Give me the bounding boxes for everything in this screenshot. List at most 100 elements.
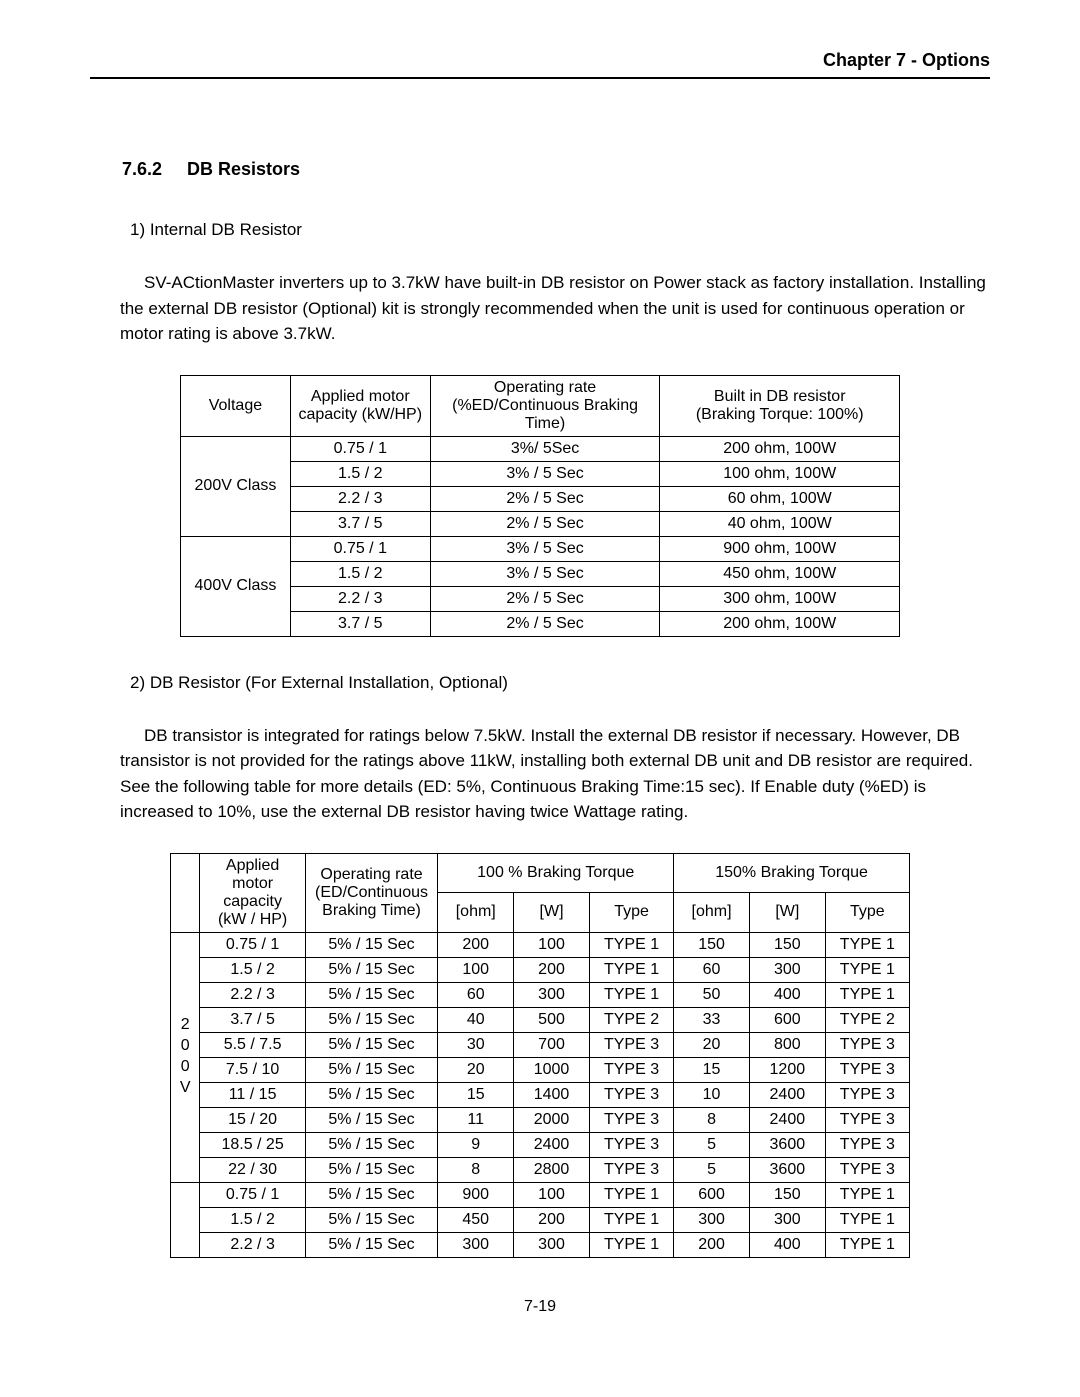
table-row: 1.5 / 25% / 15 Sec450200TYPE 1300300TYPE… xyxy=(171,1207,910,1232)
table-cell: TYPE 3 xyxy=(589,1032,673,1057)
table-cell: 5% / 15 Sec xyxy=(305,957,438,982)
table-cell: TYPE 2 xyxy=(825,1007,909,1032)
table-cell: 8 xyxy=(438,1157,514,1182)
table-cell: 3.7 / 5 xyxy=(290,511,430,536)
table-cell: 0.75 / 1 xyxy=(200,932,305,957)
table-cell: 3600 xyxy=(749,1157,825,1182)
table-header-cell: [ohm] xyxy=(674,893,750,933)
table-cell: 100 xyxy=(514,932,590,957)
paragraph-1: SV-ACtionMaster inverters up to 3.7kW ha… xyxy=(120,270,990,347)
table-cell: 200 xyxy=(514,957,590,982)
internal-db-resistor-table: VoltageApplied motorcapacity (kW/HP)Oper… xyxy=(180,375,900,637)
table-cell: 300 xyxy=(749,1207,825,1232)
table-cell: 5% / 15 Sec xyxy=(305,932,438,957)
table-cell: 5% / 15 Sec xyxy=(305,982,438,1007)
table-row: 200V Class0.75 / 13%/ 5Sec200 ohm, 100W xyxy=(181,436,900,461)
table-cell: 60 xyxy=(438,982,514,1007)
table-cell: TYPE 1 xyxy=(825,932,909,957)
table-header-cell: Type xyxy=(589,893,673,933)
table-cell: 5% / 15 Sec xyxy=(305,1232,438,1257)
table-cell: 700 xyxy=(514,1032,590,1057)
table-cell: 2800 xyxy=(514,1157,590,1182)
table-cell: 60 ohm, 100W xyxy=(660,486,900,511)
table-cell: 800 xyxy=(749,1032,825,1057)
table-header-cell: Voltage xyxy=(181,375,291,436)
page: Chapter 7 - Options 7.6.2 DB Resistors 1… xyxy=(0,0,1080,1356)
table-cell: 3.7 / 5 xyxy=(200,1007,305,1032)
table-cell: 300 xyxy=(749,957,825,982)
table-row: 2.2 / 35% / 15 Sec300300TYPE 1200400TYPE… xyxy=(171,1232,910,1257)
table-row: 200V0.75 / 15% / 15 Sec200100TYPE 115015… xyxy=(171,932,910,957)
table-cell: 5% / 15 Sec xyxy=(305,1182,438,1207)
table-cell: 5 xyxy=(674,1157,750,1182)
table-cell: 3% / 5 Sec xyxy=(430,461,660,486)
table-cell: 600 xyxy=(749,1007,825,1032)
table-cell: 3% / 5 Sec xyxy=(430,536,660,561)
table-cell: 2400 xyxy=(749,1107,825,1132)
table-cell: 2000 xyxy=(514,1107,590,1132)
table-header-cell: Operating rate(%ED/Continuous Braking Ti… xyxy=(430,375,660,436)
table-cell: TYPE 1 xyxy=(589,1207,673,1232)
table-cell: 30 xyxy=(438,1032,514,1057)
table-cell: 100 xyxy=(438,957,514,982)
table-row: 15 / 205% / 15 Sec112000TYPE 382400TYPE … xyxy=(171,1107,910,1132)
table-cell: 2.2 / 3 xyxy=(200,1232,305,1257)
table-cell: 400V Class xyxy=(181,536,291,636)
table-cell: 2.2 / 3 xyxy=(200,982,305,1007)
page-number: 7-19 xyxy=(90,1298,990,1316)
table-cell: 50 xyxy=(674,982,750,1007)
table-cell: 22 / 30 xyxy=(200,1157,305,1182)
table-cell: TYPE 1 xyxy=(825,1207,909,1232)
table-cell: 15 xyxy=(438,1082,514,1107)
table-cell: TYPE 1 xyxy=(589,957,673,982)
table-cell: 3% / 5 Sec xyxy=(430,561,660,586)
table-cell: 200 ohm, 100W xyxy=(660,611,900,636)
table-cell: 300 xyxy=(514,982,590,1007)
table-cell: TYPE 3 xyxy=(825,1057,909,1082)
table-row: 3.7 / 55% / 15 Sec40500TYPE 233600TYPE 2 xyxy=(171,1007,910,1032)
table-cell: 900 ohm, 100W xyxy=(660,536,900,561)
paragraph-2: DB transistor is integrated for ratings … xyxy=(120,723,990,825)
table-cell: 600 xyxy=(674,1182,750,1207)
table-cell xyxy=(171,1182,200,1257)
table-cell: 3.7 / 5 xyxy=(290,611,430,636)
table-cell: 5% / 15 Sec xyxy=(305,1007,438,1032)
table-cell: 2.2 / 3 xyxy=(290,586,430,611)
table-cell: TYPE 3 xyxy=(825,1132,909,1157)
table-row: 2.2 / 35% / 15 Sec60300TYPE 150400TYPE 1 xyxy=(171,982,910,1007)
table-cell: 1400 xyxy=(514,1082,590,1107)
section-title: DB Resistors xyxy=(187,159,300,179)
table-cell: TYPE 1 xyxy=(825,1232,909,1257)
table-cell: 2% / 5 Sec xyxy=(430,611,660,636)
table-cell: 1.5 / 2 xyxy=(200,957,305,982)
table-cell: 450 ohm, 100W xyxy=(660,561,900,586)
table-header-cell: Applied motorcapacity (kW/HP) xyxy=(290,375,430,436)
table-cell: 200 ohm, 100W xyxy=(660,436,900,461)
table-cell: TYPE 3 xyxy=(589,1157,673,1182)
table-cell: 5% / 15 Sec xyxy=(305,1157,438,1182)
table-cell: 5% / 15 Sec xyxy=(305,1207,438,1232)
table-cell: TYPE 3 xyxy=(825,1082,909,1107)
table-cell: 100 ohm, 100W xyxy=(660,461,900,486)
subheading-1: 1) Internal DB Resistor xyxy=(130,220,990,240)
table-cell: 15 / 20 xyxy=(200,1107,305,1132)
table-header-cell: Type xyxy=(825,893,909,933)
table-cell: 2400 xyxy=(514,1132,590,1157)
table-cell: 200 xyxy=(674,1232,750,1257)
table-cell: TYPE 3 xyxy=(825,1157,909,1182)
table-cell: 2% / 5 Sec xyxy=(430,511,660,536)
table-cell: TYPE 1 xyxy=(825,1182,909,1207)
table-cell: 900 xyxy=(438,1182,514,1207)
table-cell: 150 xyxy=(674,932,750,957)
table-cell: 5 xyxy=(674,1132,750,1157)
table-row: 18.5 / 255% / 15 Sec92400TYPE 353600TYPE… xyxy=(171,1132,910,1157)
table-cell: 5% / 15 Sec xyxy=(305,1082,438,1107)
table-cell: 200V Class xyxy=(181,436,291,536)
table-cell: 1.5 / 2 xyxy=(290,561,430,586)
table-cell: TYPE 1 xyxy=(589,932,673,957)
table-cell: TYPE 3 xyxy=(589,1057,673,1082)
table-header-row: Applied motorcapacity(kW / HP)Operating … xyxy=(171,853,910,893)
chapter-header: Chapter 7 - Options xyxy=(90,50,990,79)
table-header-cell: [ohm] xyxy=(438,893,514,933)
table-header-cell: [W] xyxy=(514,893,590,933)
